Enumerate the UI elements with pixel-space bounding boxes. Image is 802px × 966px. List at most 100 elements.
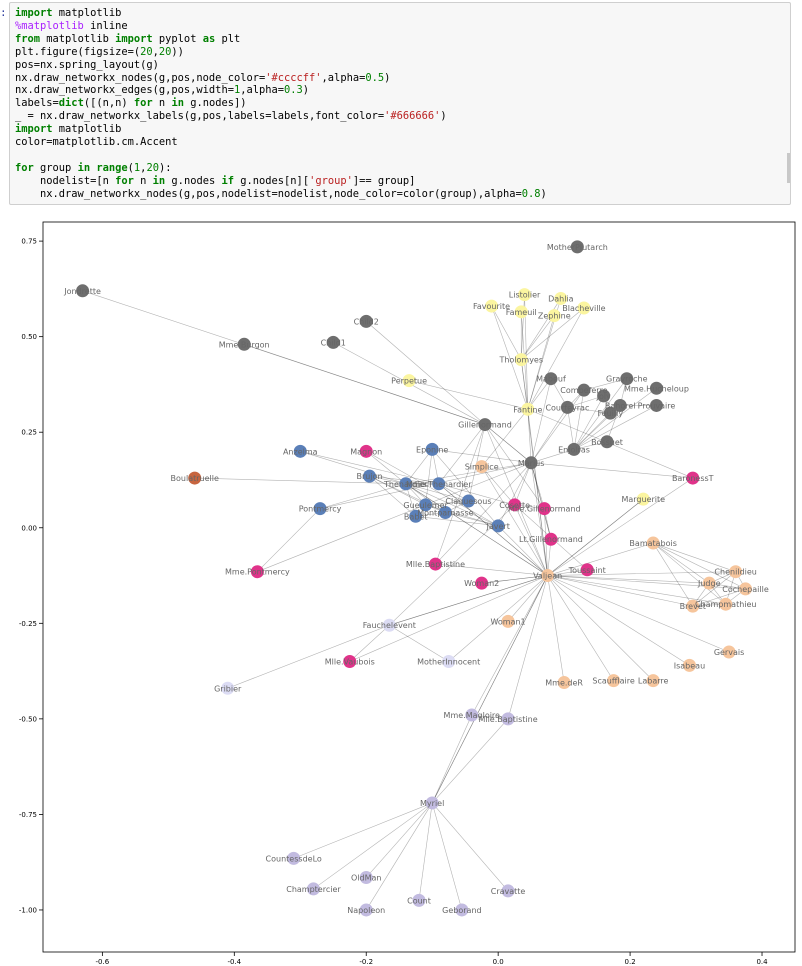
node (188, 471, 202, 485)
code-token: in (77, 161, 91, 174)
node-label: Cravatte (491, 887, 526, 896)
code-token: 20 (146, 161, 159, 174)
edge (531, 449, 575, 464)
edge (405, 483, 548, 576)
cell-prompt: : (0, 6, 7, 19)
edge (547, 575, 654, 681)
edge (435, 563, 548, 576)
edge (491, 305, 529, 410)
edge (484, 424, 532, 464)
code-line: color=matplotlib.cm.Accent (15, 136, 178, 148)
node (491, 519, 505, 533)
node (686, 471, 700, 485)
node-label: Judge (697, 579, 721, 588)
code-line: _ = nx.draw_networkx_labels(g,pos,labels… (15, 110, 447, 122)
node (221, 681, 235, 695)
edge (573, 388, 657, 450)
code-token: nx.draw_networkx_edges(g,pos,width= (15, 84, 234, 97)
node-label: Mlle.Baptistine (478, 715, 537, 724)
node (508, 498, 522, 512)
node-label: Mme.Burgon (219, 340, 270, 349)
node-label: Lt.Gillenormand (519, 535, 583, 544)
edge (547, 571, 736, 576)
node-label: Jondrette (63, 287, 101, 296)
node (237, 337, 251, 351)
nodes-layer (76, 240, 753, 917)
node (577, 383, 591, 397)
code-token: 0.8 (521, 187, 541, 200)
node-label: Bahorel (605, 401, 636, 410)
edge (521, 307, 585, 360)
y-tick-label: -0.75 (19, 811, 37, 819)
node-label: Count (407, 896, 431, 905)
edge (652, 542, 726, 605)
code-token: plt (215, 32, 241, 45)
node (557, 676, 571, 690)
code-line: nx.draw_networkx_nodes(g,pos,node_color=… (15, 72, 390, 84)
node (600, 435, 614, 449)
edge (389, 624, 449, 662)
code-line: pos=nx.spring_layout(g) (15, 59, 159, 71)
code-token: inline (83, 19, 128, 32)
code-line: %matplotlib inline (15, 20, 128, 32)
node-label: Myriel (420, 799, 444, 808)
code-token: group (33, 161, 78, 174)
edge (257, 462, 532, 572)
code-token: g.nodes]) (183, 97, 247, 110)
node-label: Chenildieu (714, 568, 756, 577)
node-label: Child2 (354, 317, 379, 326)
y-tick-label: -0.50 (19, 715, 37, 723)
node-label: Fameuil (506, 308, 537, 317)
code-token: nodelist=[n (15, 174, 116, 187)
code-token: ( (127, 161, 134, 174)
code-editor[interactable]: import matplotlib %matplotlib inline fro… (10, 3, 790, 205)
code-cell[interactable]: import matplotlib %matplotlib inline fro… (9, 2, 791, 205)
node (567, 442, 581, 456)
node-label: Brevet (680, 602, 706, 611)
code-token: ) (302, 84, 310, 97)
node (287, 851, 301, 865)
node-label: Boulatruelle (171, 474, 219, 483)
edge (547, 542, 654, 576)
node (649, 398, 663, 412)
node-label: Mme.deR (545, 679, 583, 688)
node-label: Fantine (513, 405, 542, 414)
node-label: Labarre (638, 677, 669, 686)
edge (481, 466, 515, 506)
node (478, 418, 492, 432)
x-tick-label: -0.4 (227, 958, 241, 966)
edge (573, 395, 604, 450)
edge (547, 575, 710, 584)
node-label: Woman1 (490, 617, 525, 626)
code-token: pos=nx.spring_layout(g) (15, 58, 159, 71)
node (402, 374, 416, 388)
node (326, 335, 340, 349)
edge (244, 344, 486, 425)
node (485, 299, 499, 313)
node-label: Mabeuf (536, 375, 566, 384)
node-label: Feuilly (598, 409, 624, 418)
edge (319, 462, 532, 509)
node-label: Anzelma (283, 447, 318, 456)
edge (431, 802, 463, 911)
code-token: ) (540, 187, 547, 200)
edge (497, 525, 548, 576)
code-token: for (15, 161, 34, 174)
node (739, 582, 753, 596)
node-label: Mlle.Baptistine (406, 560, 465, 569)
code-token: , (140, 161, 147, 174)
node-label: Isabeau (674, 661, 705, 670)
edge (349, 624, 390, 662)
node-label: Listolier (509, 291, 541, 300)
edge (653, 542, 710, 584)
node (646, 674, 660, 688)
node-label: Claquesous (445, 497, 491, 506)
node-label: Napoleon (347, 906, 385, 915)
edge (547, 575, 726, 605)
edge (573, 405, 657, 450)
node-label: Enjolras (558, 445, 590, 454)
x-tick-label: 0.2 (625, 958, 636, 966)
edge (481, 466, 548, 576)
node-label: Favourite (473, 302, 510, 311)
cell-scrollbar[interactable] (787, 153, 790, 183)
